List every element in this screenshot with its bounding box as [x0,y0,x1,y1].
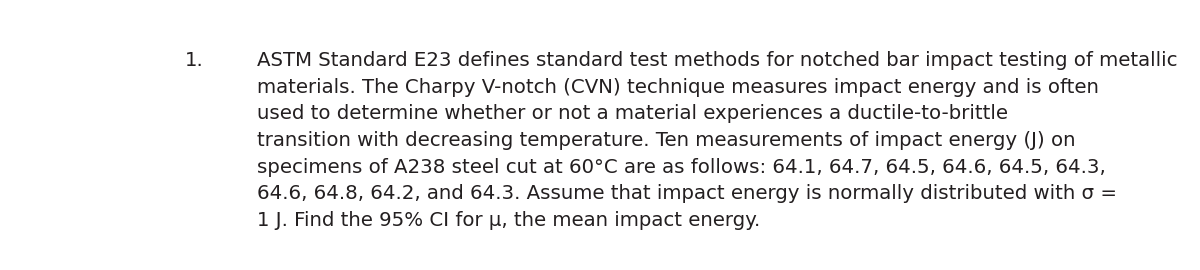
Text: used to determine whether or not a material experiences a ductile-to-brittle: used to determine whether or not a mater… [257,104,1008,123]
Text: materials. The Charpy V-notch (CVN) technique measures impact energy and is ofte: materials. The Charpy V-notch (CVN) tech… [257,78,1099,97]
Text: specimens of A238 steel cut at 60°C are as follows: 64.1, 64.7, 64.5, 64.6, 64.5: specimens of A238 steel cut at 60°C are … [257,158,1105,177]
Text: ASTM Standard E23 defines standard test methods for notched bar impact testing o: ASTM Standard E23 defines standard test … [257,51,1177,70]
Text: 1.: 1. [185,51,204,70]
Text: transition with decreasing temperature. Ten measurements of impact energy (J) on: transition with decreasing temperature. … [257,131,1075,150]
Text: 1 J. Find the 95% CI for μ, the mean impact energy.: 1 J. Find the 95% CI for μ, the mean imp… [257,211,761,230]
Text: 64.6, 64.8, 64.2, and 64.3. Assume that impact energy is normally distributed wi: 64.6, 64.8, 64.2, and 64.3. Assume that … [257,184,1117,203]
